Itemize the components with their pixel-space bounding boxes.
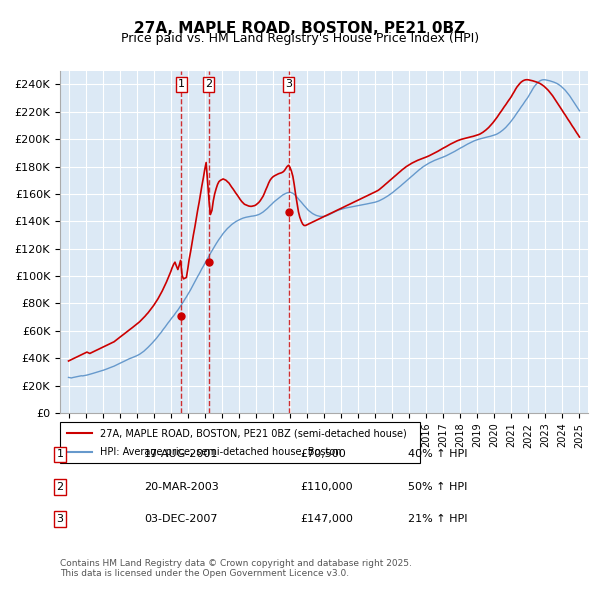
FancyBboxPatch shape bbox=[60, 422, 420, 463]
Text: HPI: Average price, semi-detached house, Boston: HPI: Average price, semi-detached house,… bbox=[100, 447, 341, 457]
Text: 03-DEC-2007: 03-DEC-2007 bbox=[144, 514, 218, 524]
Text: 50% ↑ HPI: 50% ↑ HPI bbox=[408, 482, 467, 491]
Text: 27A, MAPLE ROAD, BOSTON, PE21 0BZ (semi-detached house): 27A, MAPLE ROAD, BOSTON, PE21 0BZ (semi-… bbox=[100, 428, 406, 438]
Text: £147,000: £147,000 bbox=[300, 514, 353, 524]
Text: 27A, MAPLE ROAD, BOSTON, PE21 0BZ: 27A, MAPLE ROAD, BOSTON, PE21 0BZ bbox=[134, 21, 466, 35]
Text: 3: 3 bbox=[56, 514, 64, 524]
Text: Price paid vs. HM Land Registry's House Price Index (HPI): Price paid vs. HM Land Registry's House … bbox=[121, 32, 479, 45]
Text: 21% ↑ HPI: 21% ↑ HPI bbox=[408, 514, 467, 524]
Text: 40% ↑ HPI: 40% ↑ HPI bbox=[408, 450, 467, 459]
Text: 17-AUG-2001: 17-AUG-2001 bbox=[144, 450, 218, 459]
Text: 2: 2 bbox=[205, 80, 212, 90]
Text: 20-MAR-2003: 20-MAR-2003 bbox=[144, 482, 219, 491]
Text: 1: 1 bbox=[178, 80, 185, 90]
Text: 1: 1 bbox=[56, 450, 64, 459]
Text: 3: 3 bbox=[285, 80, 292, 90]
Text: £110,000: £110,000 bbox=[300, 482, 353, 491]
Text: £70,500: £70,500 bbox=[300, 450, 346, 459]
Text: 2: 2 bbox=[56, 482, 64, 491]
Text: Contains HM Land Registry data © Crown copyright and database right 2025.
This d: Contains HM Land Registry data © Crown c… bbox=[60, 559, 412, 578]
